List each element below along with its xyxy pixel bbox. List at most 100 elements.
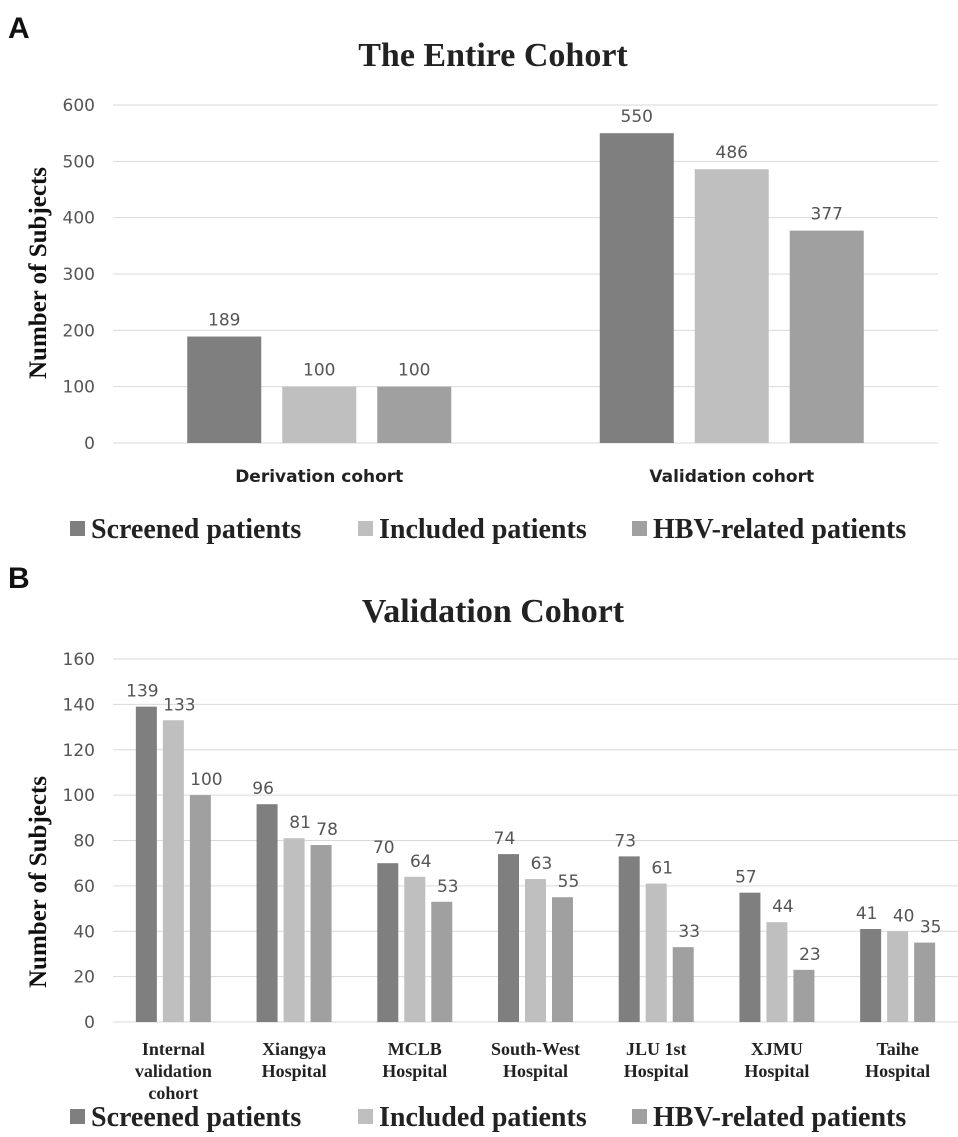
panel-b-y-tick-label: 160: [63, 650, 95, 670]
panel-b-data-label: 61: [651, 859, 673, 879]
panel-b-y-tick-label: 140: [63, 695, 95, 715]
panel-b-data-label: 70: [373, 838, 395, 858]
panel-b-data-label: 41: [856, 904, 878, 924]
panel-a-bar: [282, 386, 357, 443]
panel-a-data-label: 377: [811, 205, 843, 225]
panel-a-bar: [599, 133, 674, 443]
panel-a-category-label: Derivation cohort: [235, 467, 403, 487]
panel-b-bar: [283, 838, 305, 1022]
panel-b-data-label: 63: [531, 854, 553, 874]
panel-b-data-label: 78: [316, 820, 338, 840]
panel-b-data-label: 55: [558, 872, 580, 892]
panel-b-bar: [377, 863, 399, 1022]
panel-b-data-label: 100: [190, 770, 222, 790]
panel-b-y-tick-label: 80: [73, 832, 95, 852]
panel-b-category-label: cohort: [148, 1083, 198, 1103]
panel-b-category-label: Xiangya: [262, 1039, 326, 1059]
panel-a-y-tick-label: 600: [63, 96, 95, 116]
panel-b-legend-swatch: [358, 1109, 373, 1124]
panel-a-y-tick-label: 400: [63, 209, 95, 229]
panel-b-data-label: 53: [437, 877, 459, 897]
panel-b-bar: [739, 892, 761, 1022]
panel-a-legend-label: Screened patients: [91, 514, 301, 545]
panel-b-category-label: Hospital: [262, 1061, 327, 1081]
panel-b-bar: [618, 856, 640, 1022]
panel-b-y-tick-label: 120: [63, 741, 95, 761]
panel-b-data-label: 74: [494, 829, 516, 849]
panel-b-category-label: JLU 1st: [626, 1039, 687, 1059]
panel-b-bar: [793, 969, 815, 1022]
panel-b-category-label: Hospital: [503, 1061, 568, 1081]
panel-a-data-label: 486: [716, 143, 748, 163]
panel-a-data-label: 100: [303, 361, 335, 381]
panel-b-bar: [860, 928, 882, 1022]
panel-b-data-label: 73: [614, 831, 636, 851]
panel-b-bar: [256, 804, 278, 1022]
panel-b-data-label: 81: [289, 813, 311, 833]
panel-b-data-label: 57: [735, 868, 757, 888]
panel-b-category-label: validation: [135, 1061, 212, 1081]
panel-b-data-label: 33: [678, 922, 700, 942]
panel-b-bar: [645, 883, 667, 1022]
panel-a-legend-swatch: [358, 521, 373, 536]
panel-a-y-tick-label: 100: [63, 378, 95, 398]
panel-a-title: The Entire Cohort: [358, 37, 628, 74]
panel-b-letter: B: [8, 562, 30, 595]
panel-b-y-tick-label: 20: [73, 968, 95, 988]
panel-b-y-tick-label: 100: [63, 786, 95, 806]
panel-a-legend-swatch: [70, 521, 85, 536]
panel-b-category-label: Taihe: [876, 1039, 918, 1059]
panel-b-bar: [162, 720, 184, 1022]
panel-b-bar: [766, 922, 788, 1022]
panel-b-data-label: 139: [126, 682, 158, 702]
panel-a-category-label: Validation cohort: [649, 467, 814, 487]
panel-b-legend-label: Screened patients: [91, 1102, 301, 1133]
panel-a-bar: [694, 169, 769, 443]
panel-b-bar: [887, 931, 909, 1022]
panel-b-bar: [135, 706, 157, 1022]
panel-b-data-label: 133: [163, 695, 195, 715]
panel-b-category-label: South-West: [491, 1039, 580, 1059]
panel-b-bar: [552, 897, 573, 1022]
panel-a-y-tick-label: 300: [63, 265, 95, 285]
panel-b-bar: [914, 942, 936, 1022]
panel-b-legend-label: Included patients: [379, 1102, 587, 1133]
panel-b-data-label: 64: [410, 852, 432, 872]
panel-b-category-label: Hospital: [865, 1061, 930, 1081]
panel-a-data-label: 550: [621, 107, 653, 127]
panel-b-legend: Screened patients Included patients HBV-re…: [70, 1102, 906, 1133]
panel-b-bar: [672, 947, 694, 1022]
panel-a-plot: 0 100 200 300 400 500 600 189 100 100 Derivation c…: [63, 96, 938, 487]
panel-a-y-tick-label: 500: [63, 152, 95, 172]
panel-b-bar: [189, 795, 211, 1022]
panel-a-bar: [789, 230, 864, 443]
panel-b-category-label: MCLB: [388, 1039, 442, 1059]
panel-b-category-label: Hospital: [744, 1061, 809, 1081]
panel-b-bar: [525, 879, 546, 1022]
panel-a-legend-swatch: [632, 521, 647, 536]
panel-b-bar: [310, 845, 332, 1022]
panel-a-legend-label: Included patients: [379, 514, 587, 545]
panel-b-legend-swatch: [632, 1109, 647, 1124]
panel-a-bar: [377, 386, 452, 443]
panel-b-legend-label: HBV-related patients: [653, 1102, 906, 1133]
panel-b-bar: [498, 854, 519, 1022]
panel-a-legend: Screened patients Included patients HBV-re…: [70, 514, 906, 545]
panel-b-y-tick-label: 40: [73, 922, 95, 942]
panel-b-data-label: 23: [799, 945, 821, 965]
panel-a-ylabel: Number of Subjects: [25, 167, 52, 379]
panel-a-y-tick-label: 200: [63, 321, 95, 341]
panel-b-category-label: XJMU: [751, 1039, 803, 1059]
panel-b-category-label: Hospital: [382, 1061, 447, 1081]
panel-a-letter: A: [8, 12, 30, 45]
panel-b-data-label: 44: [772, 897, 794, 917]
panel-a-bar: [187, 336, 262, 443]
panel-b-title: Validation Cohort: [362, 593, 625, 630]
panel-b-ylabel: Number of Subjects: [25, 776, 52, 988]
panel-a-data-label: 100: [398, 361, 430, 381]
panel-a-data-label: 189: [208, 311, 240, 331]
panel-b-data-label: 40: [893, 906, 915, 926]
panel-a-legend-label: HBV-related patients: [653, 514, 906, 545]
